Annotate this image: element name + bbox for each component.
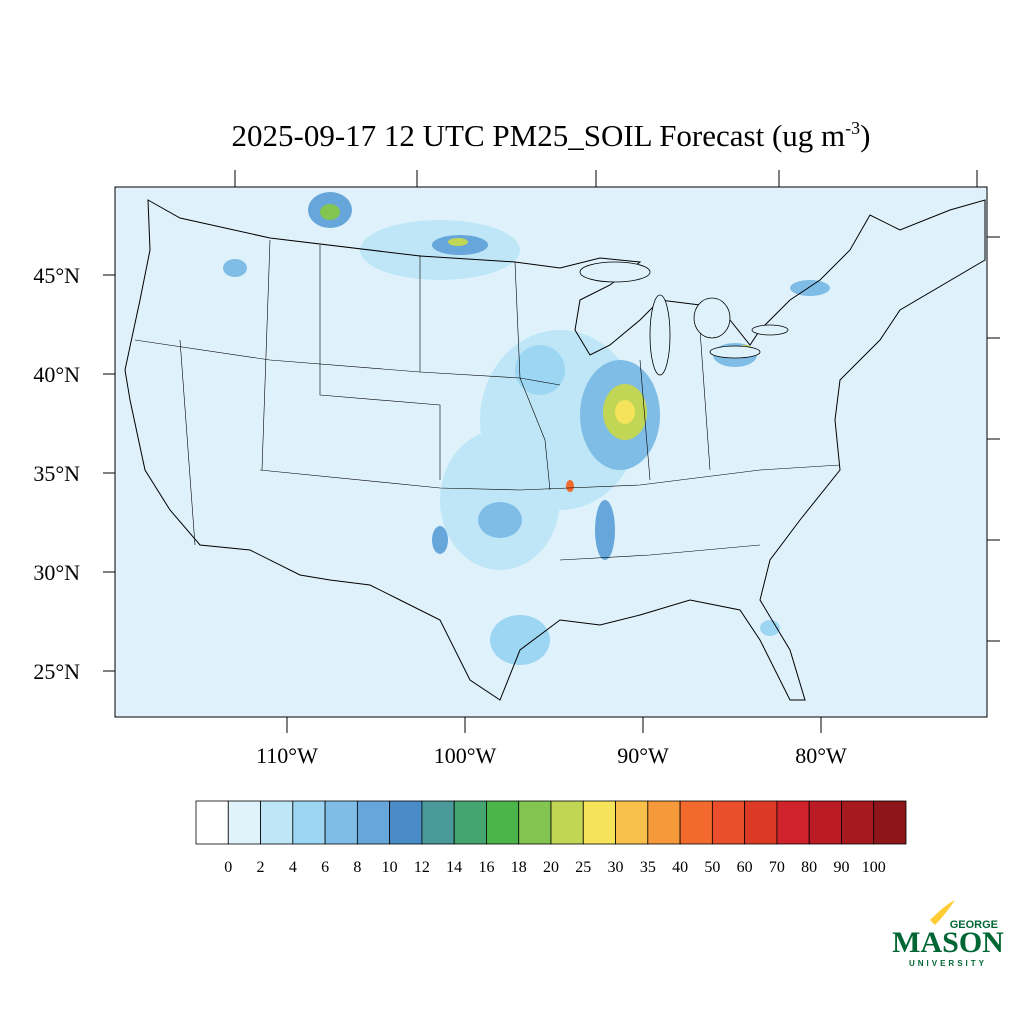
- colorbar-label: 10: [382, 859, 398, 876]
- lon-label: 90°W: [617, 743, 669, 768]
- logo-swoosh: [930, 900, 955, 925]
- lat-label: 30°N: [33, 560, 80, 585]
- map-panel: [103, 170, 1000, 733]
- colorbar-label: 6: [321, 859, 329, 876]
- colorbar-box: [518, 800, 552, 845]
- colorbar-label: 16: [478, 859, 494, 876]
- colorbar-label: 8: [353, 859, 361, 876]
- state-lines: [134, 239, 841, 561]
- colorbar: 0 2 4 6 8 10 12 14 16 18 20 25 30 35 40 50 60 70 80 90 100: [195, 800, 907, 876]
- logo-top: GEORGE: [950, 919, 998, 931]
- colorbar-label: 70: [769, 859, 785, 876]
- colorbar-label: 100: [862, 859, 886, 876]
- colorbar-box: [582, 800, 616, 845]
- colorbar-box: [227, 800, 261, 845]
- colorbar-box: [808, 800, 842, 845]
- logo-bottom: UNIVERSITY: [909, 959, 987, 968]
- colorbar-label: 4: [289, 859, 297, 876]
- colorbar-box: [260, 800, 294, 845]
- axis-labels: 45°N 40°N 35°N 30°N 25°N 110°W 100°W 90°W 80°W: [33, 263, 847, 768]
- colorbar-label: 0: [224, 859, 232, 876]
- colorbar-box: [195, 800, 229, 845]
- colorbar-label: 60: [737, 859, 753, 876]
- lon-label: 80°W: [795, 743, 847, 768]
- title-main: 2025-09-17 12 UTC PM25_SOIL Forecast (ug…: [232, 118, 846, 153]
- colorbar-label: 50: [704, 859, 720, 876]
- lat-label: 35°N: [33, 461, 80, 486]
- logo-main: MASON: [892, 926, 1004, 959]
- title-superscript: -3: [845, 118, 860, 138]
- colorbar-box: [679, 800, 713, 845]
- title: 2025-09-17 12 UTC PM25_SOIL Forecast (ug…: [232, 118, 871, 153]
- colorbar-label: 80: [801, 859, 817, 876]
- colorbar-box: [389, 800, 423, 845]
- colorbar-box: [647, 800, 681, 845]
- colorbar-box: [841, 800, 875, 845]
- coastline: [124, 199, 986, 701]
- colorbar-label: 90: [833, 859, 849, 876]
- lat-label: 25°N: [33, 659, 80, 684]
- colorbar-box: [744, 800, 778, 845]
- colorbar-box: [356, 800, 391, 845]
- colorbar-box: [615, 800, 649, 845]
- colorbar-box: [324, 800, 358, 845]
- colorbar-label: 35: [640, 859, 656, 876]
- colorbar-box: [292, 800, 326, 845]
- lon-label: 110°W: [256, 743, 318, 768]
- colorbar-label: 20: [543, 859, 559, 876]
- colorbar-label: 25: [575, 859, 591, 876]
- colorbar-label: 2: [257, 859, 265, 876]
- colorbar-label: 18: [511, 859, 527, 876]
- colorbar-box: [873, 800, 907, 845]
- lon-label: 100°W: [434, 743, 497, 768]
- colorbar-box: [453, 800, 487, 845]
- great-lakes: [579, 261, 789, 376]
- colorbar-label: 30: [608, 859, 624, 876]
- colorbar-box: [711, 800, 746, 845]
- colorbar-box: [486, 800, 520, 845]
- colorbar-label: 12: [414, 859, 430, 876]
- ticks: [103, 170, 1000, 733]
- colorbar-label: 14: [446, 859, 462, 876]
- title-end: ): [860, 118, 870, 153]
- colorbar-label: 40: [672, 859, 688, 876]
- lat-label: 45°N: [33, 263, 80, 288]
- colorbar-box: [776, 800, 810, 845]
- lat-label: 40°N: [33, 362, 80, 387]
- colorbar-box: [421, 800, 455, 845]
- colorbar-box: [550, 800, 584, 845]
- logo: GEORGE MASON UNIVERSITY: [892, 900, 1004, 968]
